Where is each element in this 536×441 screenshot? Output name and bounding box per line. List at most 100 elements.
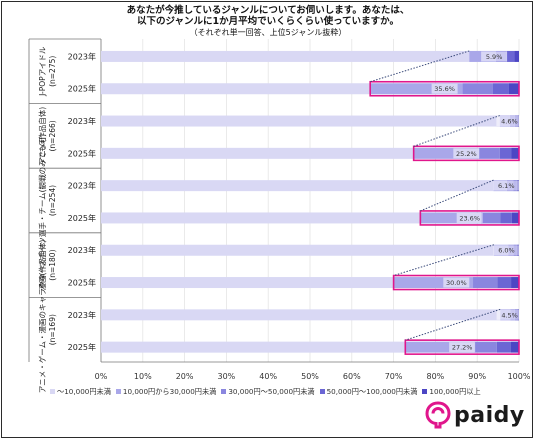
bar-segment	[478, 147, 500, 159]
bar-segment	[101, 180, 494, 192]
bar-segment	[480, 212, 501, 224]
group-label-name: アニメ(作品自体)	[37, 107, 47, 165]
legend-label: 50,000円～100,000円未満	[326, 387, 418, 396]
x-tick-label: 80%	[427, 372, 445, 381]
row-year-label: 2023年	[68, 310, 96, 320]
bar-segment	[101, 341, 406, 353]
bar-segment	[101, 244, 494, 256]
legend-label: 10,000円から30,000円未満	[122, 387, 217, 396]
chart-title: あなたが今推しているジャンルについてお伺いします。あなたは、 以下のジャンルに1…	[0, 5, 536, 38]
group-label: J-POPアイドル(n=275)	[38, 46, 57, 97]
x-tick-label: 70%	[385, 372, 403, 381]
group-label-name: アニメ・ゲーム・漫画のキャラクター	[37, 266, 47, 393]
bar-segment	[473, 277, 498, 289]
change-connector	[370, 50, 470, 83]
legend-item: 30,000円～50,000円未満	[221, 387, 315, 396]
x-tick-label: 20%	[176, 372, 194, 381]
group-label-n: (n=266)	[48, 120, 57, 151]
highlight-box	[392, 274, 520, 291]
legend-label: 30,000円～50,000円未満	[228, 387, 315, 396]
bar-segment	[101, 83, 371, 95]
data-label-bg	[496, 116, 523, 127]
data-label-bg	[443, 277, 470, 288]
bar-segment	[474, 341, 497, 353]
legend-label: 100,000円以上	[429, 387, 481, 396]
bar-segment	[508, 83, 519, 95]
bar-segment	[405, 341, 475, 353]
bar-segment	[413, 147, 479, 159]
title-line-2: 以下のジャンルに1か月平均でいくらくらい使っていますか。	[137, 16, 399, 27]
data-label: 6.0%	[498, 247, 515, 255]
bar-segment	[506, 50, 515, 62]
row-year-label: 2023年	[68, 116, 96, 126]
data-label-bg	[456, 212, 483, 223]
x-tick-label: 90%	[468, 372, 486, 381]
bar-segment	[511, 147, 519, 159]
group-label-name: 漫画(作品自体)	[37, 240, 47, 291]
bar-segment	[101, 147, 414, 159]
bar-segment	[492, 83, 509, 95]
row-year-label: 2023年	[68, 181, 96, 191]
legend-item: ～10,000円未満	[50, 387, 111, 396]
data-label-bg	[493, 245, 520, 256]
change-connector	[413, 115, 500, 147]
row-year-label: 2025年	[68, 213, 96, 223]
data-label: 35.6%	[434, 85, 455, 93]
paidy-logo-icon	[425, 401, 451, 429]
bar-segment	[462, 83, 493, 95]
x-tick-label: 60%	[343, 372, 361, 381]
bar-segment	[420, 212, 481, 224]
paidy-logo: paidy	[425, 400, 525, 430]
legend-item: 10,000円から30,000円未満	[115, 387, 217, 396]
data-label: 5.9%	[486, 53, 503, 61]
group-label: アニメ(作品自体)(n=266)	[37, 107, 57, 165]
row-year-label: 2025年	[68, 278, 96, 288]
x-tick-label: 40%	[259, 372, 277, 381]
data-label: 23.6%	[459, 214, 480, 222]
legend-swatch	[221, 389, 227, 394]
row-year-label: 2025年	[68, 148, 96, 158]
bar-segment	[500, 212, 512, 224]
data-label-bg	[481, 51, 508, 62]
data-label: 6.1%	[498, 182, 515, 190]
brand-name: paidy	[454, 402, 525, 428]
x-tick-label: 0%	[95, 372, 108, 381]
legend-item: 50,000円～100,000円未満	[319, 387, 418, 396]
bar-segment	[514, 50, 519, 62]
bar-segment	[496, 341, 511, 353]
data-label: 4.6%	[501, 118, 518, 126]
highlight-box	[404, 339, 520, 355]
bar-segment	[497, 277, 512, 289]
group-label-name: スポーツ選手・チーム(観戦のみでも可)	[37, 134, 47, 267]
change-connector	[420, 179, 494, 212]
bar-segment	[511, 277, 519, 289]
legend-swatch	[422, 389, 428, 394]
group-label-n: (n=180)	[48, 249, 57, 280]
bar-segment	[101, 115, 500, 127]
highlight-box	[412, 145, 520, 162]
data-label: 27.2%	[452, 344, 473, 352]
row-year-label: 2023年	[68, 51, 96, 61]
group-label-n: (n=254)	[48, 185, 57, 216]
legend-swatch	[319, 389, 325, 394]
bar-segment	[393, 277, 474, 289]
bar-segment	[510, 341, 519, 353]
row-year-label: 2025年	[68, 84, 96, 94]
group-label: 漫画(作品自体)(n=180)	[37, 240, 57, 291]
bar-segment	[499, 147, 512, 159]
chart-legend: ～10,000円未満 10,000円から30,000円未満 30,000円～50,0…	[50, 387, 530, 397]
legend-swatch	[50, 389, 55, 394]
x-tick-label: 10%	[134, 372, 152, 381]
group-label: スポーツ選手・チーム(観戦のみでも可)(n=254)	[37, 134, 57, 267]
chart-subtitle: （それぞれ単一回答、上位5ジャンル抜粋）	[189, 28, 347, 37]
bar-segment	[101, 212, 421, 224]
x-tick-label: 30%	[218, 372, 236, 381]
x-tick-label: 100%	[508, 372, 531, 381]
bar-segment	[511, 212, 519, 224]
bar-segment	[101, 50, 470, 62]
row-year-label: 2025年	[68, 342, 96, 352]
data-label: 4.5%	[501, 311, 518, 319]
data-label-bg	[453, 148, 480, 159]
legend-swatch	[115, 389, 121, 394]
legend-label: ～10,000円未満	[57, 387, 111, 396]
